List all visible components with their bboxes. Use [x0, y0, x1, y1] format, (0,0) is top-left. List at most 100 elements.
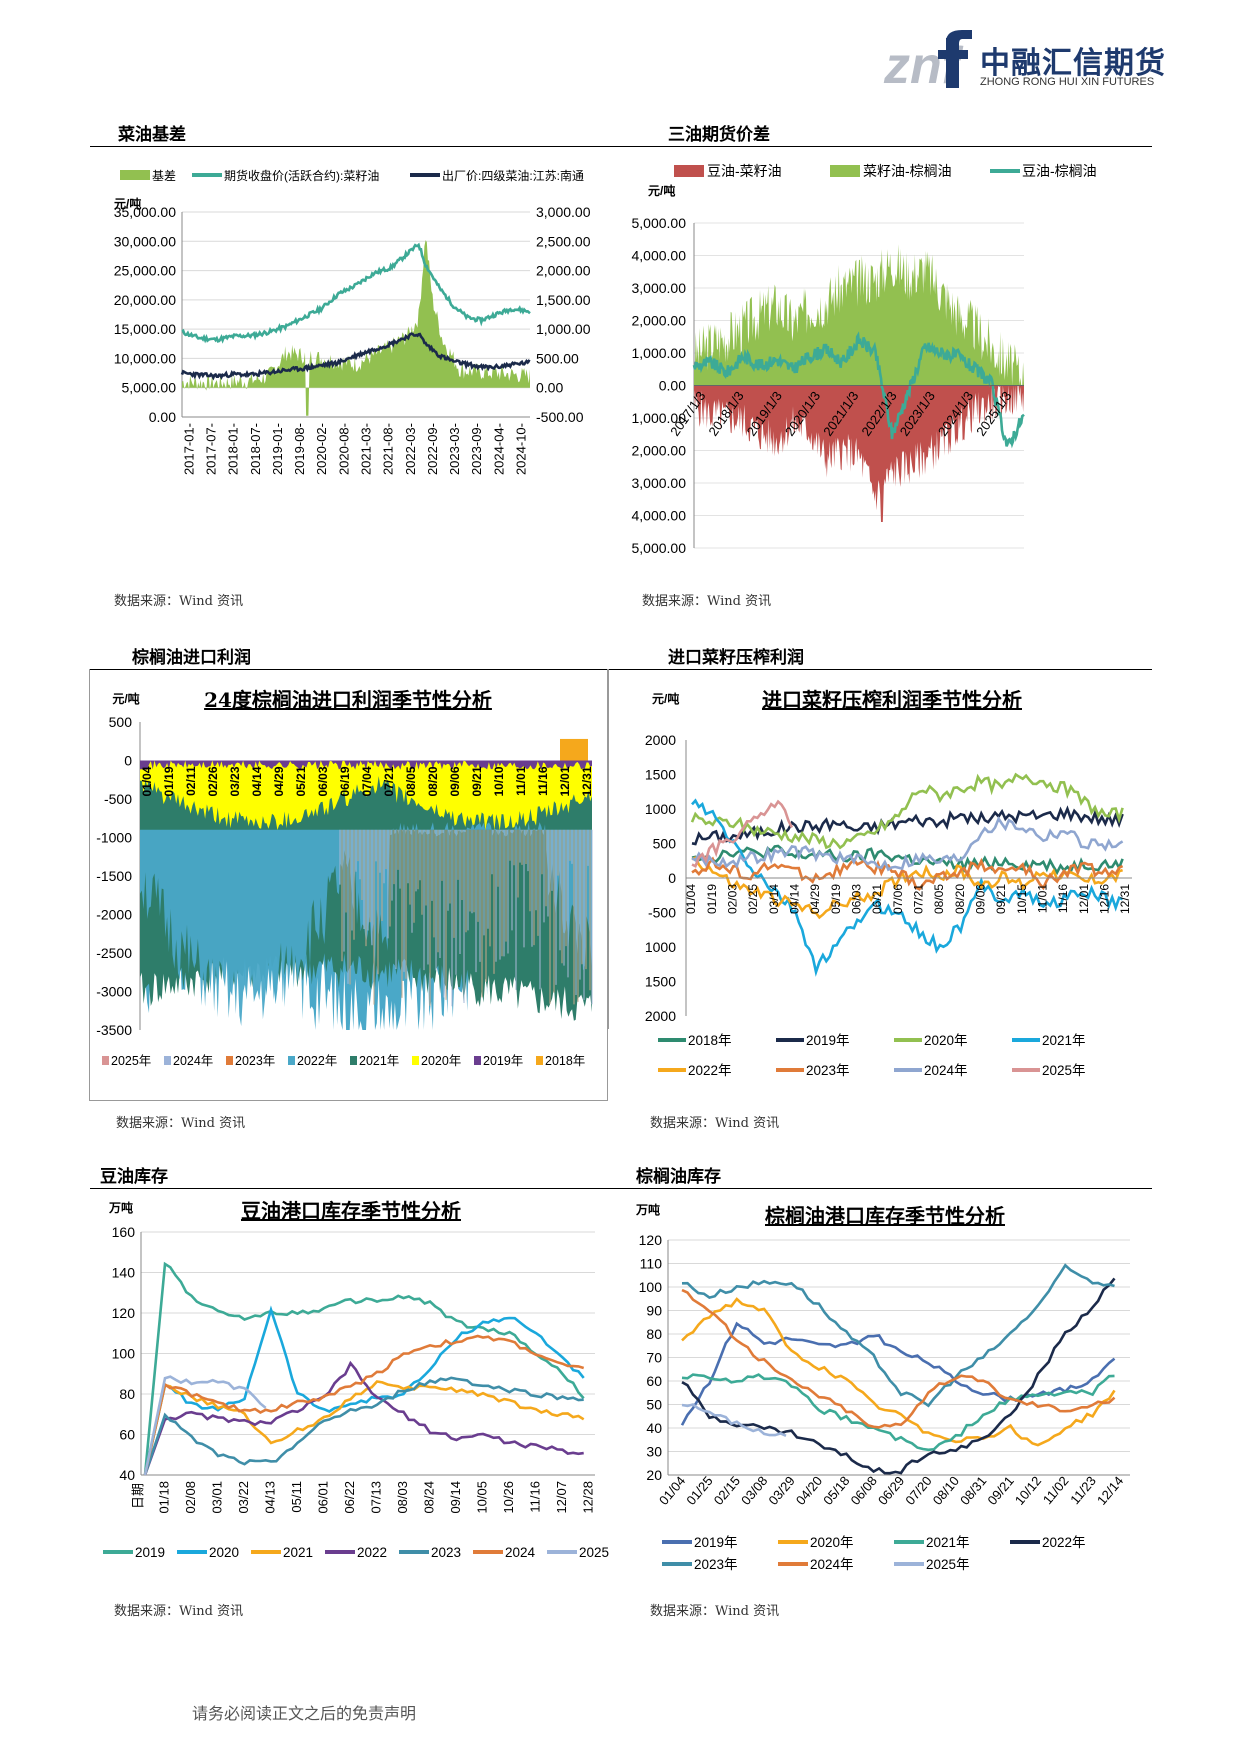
x-tick: 04/14: [250, 766, 264, 796]
x-tick: 11/01: [1036, 884, 1050, 913]
logo-mark-f-stem: [946, 38, 959, 88]
legend-soy-rape: 豆油-菜籽油: [707, 163, 782, 179]
x-tick: 12/01: [1077, 884, 1091, 914]
y-tick-right: 3,000.00: [536, 204, 591, 220]
y-tick: -2000: [96, 907, 132, 923]
series-line-2024: [143, 1334, 585, 1476]
y-tick: 100: [639, 1279, 663, 1295]
chart-title: 24度棕榈油进口利润季节性分析: [204, 688, 492, 712]
x-tick: 06/29: [875, 1473, 907, 1508]
chart-title: 棕榈油港口库存季节性分析: [765, 1204, 1005, 1228]
y-tick: 90: [646, 1303, 662, 1319]
x-tick: 12/14: [1094, 1473, 1126, 1508]
x-tick: 06/03: [850, 884, 864, 914]
series-line-2022: [143, 1360, 584, 1476]
section-title-rapeseed-crush-profit: 进口菜籽压榨利润: [668, 648, 804, 668]
legend-item: 2021年: [359, 1054, 399, 1068]
series-futures-line: [181, 242, 531, 344]
legend-item: 2021: [283, 1545, 313, 1560]
y-tick: 1,000.00: [632, 410, 687, 426]
x-tick: 04/20: [793, 1473, 825, 1508]
y-tick: 40: [646, 1420, 662, 1436]
company-logo: znf 中融汇信期货 ZHONG RONG HUI XIN FUTURES: [880, 28, 1180, 98]
chart-frame: [89, 669, 608, 1101]
x-tick: 08/20: [953, 884, 967, 914]
series-soy-palm-line: [692, 331, 1025, 449]
x-tick: 12/31: [1118, 884, 1132, 914]
series-soy-rape-area: [694, 385, 1024, 522]
y-tick: 0.00: [659, 378, 686, 394]
x-tick: 01/19: [705, 884, 719, 914]
y-tick: 2000: [645, 732, 676, 748]
y-tick-right: 2,500.00: [536, 233, 591, 249]
legend-item: 2025年: [111, 1054, 151, 1068]
legend-item: 2023: [431, 1545, 461, 1560]
x-tick: 2017-01-: [181, 423, 196, 475]
y-tick: 2,000.00: [632, 443, 687, 459]
x-tick: 2018-01-: [226, 423, 241, 475]
series-line-2025年: [691, 799, 794, 868]
y-tick: 70: [646, 1350, 662, 1366]
y-axis-unit: 元/吨: [114, 196, 141, 211]
x-tick: 2020-02-: [314, 423, 329, 475]
y-tick-left: 30,000.00: [114, 233, 176, 249]
x-tick: 02/08: [183, 1481, 198, 1514]
x-tick: 09/21: [470, 766, 484, 796]
y-tick: 4,000.00: [632, 508, 687, 524]
y-tick: -3000: [96, 984, 132, 1000]
data-source: 数据来源：Wind 资讯: [116, 1116, 246, 1131]
x-tick: 01/25: [683, 1473, 715, 1508]
y-tick-right: 1,500.00: [536, 292, 591, 308]
x-tick: 08/10: [930, 1473, 962, 1508]
y-tick: 20: [646, 1467, 662, 1483]
legend-swatch: [102, 1056, 109, 1065]
x-tick: 06/03: [316, 766, 330, 796]
y-tick: 80: [646, 1326, 662, 1342]
y-tick: 500: [109, 714, 133, 730]
legend-item: 2021年: [926, 1535, 970, 1550]
y-tick: 60: [646, 1373, 662, 1389]
y-tick: 120: [639, 1232, 663, 1248]
y-tick-right: -500.00: [536, 409, 584, 425]
x-tick: 09/21: [984, 1473, 1016, 1508]
y-tick-left: 10,000.00: [114, 350, 176, 366]
legend-swatch: [120, 170, 150, 180]
x-tick: 2019-01-: [270, 423, 285, 475]
x-tick: 2020-08-: [336, 423, 351, 475]
x-tick: 2021-03-: [359, 423, 374, 475]
section-title-three-oil-spread: 三油期货价差: [668, 125, 770, 145]
legend-item: 2022年: [688, 1063, 732, 1078]
x-tick: 07/06: [891, 884, 905, 914]
logo-chinese-name: 中融汇信期货: [980, 46, 1166, 81]
x-tick: 01/04: [140, 766, 154, 796]
section-title-rapeseed-basis: 菜油基差: [118, 125, 186, 145]
x-tick: 12/31: [580, 766, 594, 796]
y-tick-left: 25,000.00: [114, 263, 176, 279]
x-tick: 09/14: [448, 1481, 463, 1514]
x-tick: 11/01: [514, 766, 528, 796]
y-tick: 500: [653, 836, 677, 852]
y-tick: 1500: [645, 767, 676, 783]
legend-item: 2023年: [806, 1063, 850, 1078]
section-title-soyoil-stock: 豆油库存: [100, 1167, 168, 1187]
x-tick: 2021-08-: [381, 423, 396, 475]
legend-item: 2024年: [924, 1063, 968, 1078]
x-tick: 08/03: [395, 1481, 410, 1514]
legend-swatch: [474, 1056, 481, 1065]
data-source: 数据来源：Wind 资讯: [642, 594, 772, 609]
x-tick: 2018-07-: [248, 423, 263, 475]
legend-swatch: [536, 1056, 543, 1065]
series-2020-area: [140, 760, 592, 831]
series-line-2021年: [681, 1373, 1115, 1452]
y-tick-left: 5,000.00: [122, 380, 177, 396]
series-line-2020: [143, 1305, 585, 1476]
x-tick: 07/13: [368, 1481, 383, 1514]
y-tick-left: 35,000.00: [114, 204, 176, 220]
legend-item: 2020: [209, 1545, 239, 1560]
legend-item: 2025: [579, 1545, 609, 1560]
legend-item: 2023年: [235, 1054, 275, 1068]
legend-spot: 出厂价:四级菜油:江苏:南通: [442, 168, 584, 183]
x-tick: 02/03: [726, 884, 740, 914]
legend-item: 2022: [357, 1545, 387, 1560]
